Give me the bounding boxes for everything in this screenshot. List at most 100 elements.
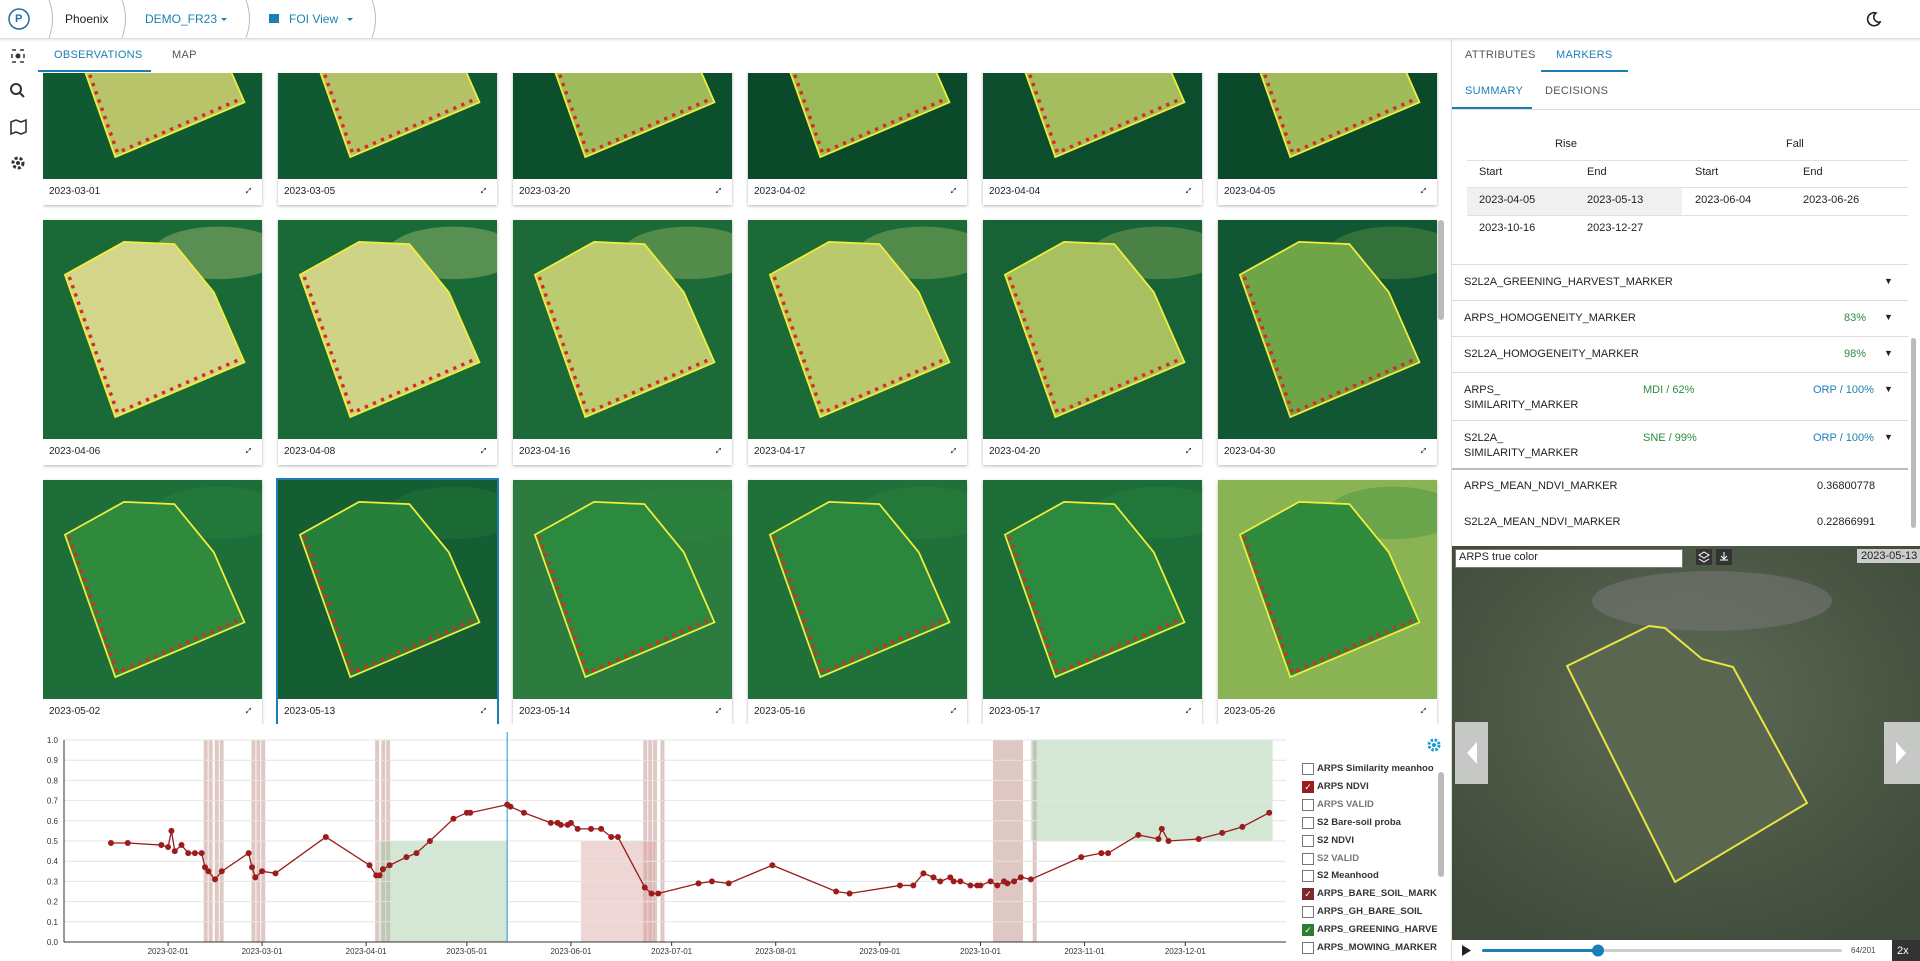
expand-icon[interactable]: ↔ — [1412, 179, 1432, 199]
decisions-tab[interactable]: DECISIONS — [1545, 85, 1609, 97]
expand-icon[interactable]: ↔ — [1177, 699, 1197, 719]
app-tab[interactable]: Phoenix — [65, 12, 109, 26]
group-header: Fall — [1786, 138, 1804, 150]
data-point — [379, 866, 386, 873]
thumbnail-card[interactable]: 2023-04-02 ↔ — [748, 73, 967, 205]
legend-checkbox[interactable] — [1302, 798, 1314, 811]
expand-icon[interactable]: ↔ — [942, 439, 962, 459]
expand-icon[interactable]: ↔ — [707, 699, 727, 719]
expand-icon[interactable]: ↔ — [707, 439, 727, 459]
expand-icon[interactable]: ↔ — [942, 699, 962, 719]
panel-scrollbar[interactable] — [1911, 338, 1916, 528]
data-point — [641, 884, 648, 891]
legend-label[interactable]: ARPS_MOWING_MARKER — [1317, 942, 1437, 953]
thumbnail-card[interactable]: 2023-05-13 ↔ — [276, 478, 499, 724]
thumbnail-card[interactable]: 2023-04-20 ↔ — [983, 220, 1202, 465]
expand-icon[interactable]: ↔ — [472, 179, 492, 199]
expand-icon[interactable]: ↔ — [942, 179, 962, 199]
expand-arrow[interactable]: ▼ — [1884, 348, 1893, 358]
data-point — [947, 874, 954, 881]
row-line — [1467, 215, 1908, 216]
thumbnail-card[interactable]: 2023-03-01 ↔ — [43, 73, 262, 205]
data-point — [245, 850, 252, 857]
thumbnail-card[interactable]: 2023-04-17 ↔ — [748, 220, 967, 465]
thumbnail-card[interactable]: 2023-04-06 ↔ — [43, 220, 262, 465]
expand-icon[interactable]: ↔ — [1412, 439, 1432, 459]
view-select[interactable]: FOI View — [289, 12, 339, 26]
expand-icon[interactable]: ↔ — [237, 439, 257, 459]
legend-checkbox[interactable] — [1302, 816, 1314, 829]
y-tick-label: 0.6 — [47, 817, 59, 826]
legend-checkbox[interactable]: ✓ — [1302, 780, 1314, 793]
legend-label[interactable]: ARPS VALID — [1317, 798, 1374, 810]
legend-checkbox[interactable] — [1302, 870, 1314, 883]
legend-scrollbar[interactable] — [1438, 772, 1444, 877]
marker-name: ARPS_HOMOGENEITY_MARKER — [1464, 312, 1636, 324]
chart-settings[interactable] — [1426, 737, 1442, 753]
data-point — [165, 844, 172, 851]
expand-icon[interactable]: ↔ — [472, 439, 492, 459]
legend-checkbox[interactable]: ✓ — [1302, 924, 1314, 937]
sidebar-icons[interactable] — [0, 38, 36, 238]
thumbnail-card[interactable]: 2023-03-20 ↔ — [513, 73, 732, 205]
thumbnail-card[interactable]: 2023-04-05 ↔ — [1218, 73, 1437, 205]
map-tab[interactable]: MAP — [172, 49, 197, 61]
legend-label[interactable]: ARPS NDVI — [1317, 780, 1369, 792]
expand-icon[interactable]: ↔ — [1412, 699, 1432, 719]
layer-select[interactable]: ARPS true color — [1455, 549, 1683, 568]
legend-label[interactable]: S2 NDVI — [1317, 834, 1354, 846]
legend-label[interactable]: ARPS_GH_BARE_SOIL — [1317, 906, 1423, 918]
frame-counter: 64/201 — [1851, 946, 1876, 955]
expand-icon[interactable]: ↔ — [237, 179, 257, 199]
thumbnail-card[interactable]: 2023-03-05 ↔ — [278, 73, 497, 205]
legend-label[interactable]: ARPS_GREENING_HARVE — [1317, 924, 1437, 936]
legend-checkbox[interactable]: ✓ — [1302, 888, 1314, 901]
expand-icon[interactable]: ↔ — [472, 699, 492, 719]
thumbnail-card[interactable]: 2023-04-04 ↔ — [983, 73, 1202, 205]
data-point — [212, 876, 219, 883]
field-area — [534, 501, 715, 678]
data-point — [218, 868, 225, 875]
field-outline — [63, 241, 246, 419]
legend-label[interactable]: ARPS_BARE_SOIL_MARK — [1317, 888, 1437, 900]
markers-tab[interactable]: MARKERS — [1556, 49, 1613, 61]
thumbnail-image — [983, 480, 1202, 699]
thumbnail-card[interactable]: 2023-05-17 ↔ — [983, 480, 1202, 724]
legend-label[interactable]: S2 Meanhood — [1317, 870, 1379, 882]
legend-checkbox[interactable] — [1302, 906, 1314, 919]
legend-label[interactable]: S2 VALID — [1317, 852, 1360, 864]
thumbnail-card[interactable]: 2023-05-26 ↔ — [1218, 480, 1437, 724]
project-select[interactable]: DEMO_FR23 — [145, 12, 218, 26]
thumbnail-image — [278, 480, 497, 699]
speed-button[interactable]: 2x — [1897, 945, 1909, 957]
grid-scrollbar[interactable] — [1438, 220, 1444, 320]
thumbnail-card[interactable]: 2023-04-30 ↔ — [1218, 220, 1437, 465]
logo[interactable]: P — [15, 13, 23, 25]
thumbnail-card[interactable]: 2023-04-16 ↔ — [513, 220, 732, 465]
expand-icon[interactable]: ↔ — [707, 179, 727, 199]
summary-tab[interactable]: SUMMARY — [1465, 85, 1524, 97]
expand-arrow[interactable]: ▼ — [1884, 312, 1893, 322]
expand-arrow[interactable]: ▼ — [1884, 384, 1893, 394]
legend-checkbox[interactable] — [1302, 852, 1314, 865]
attributes-tab[interactable]: ATTRIBUTES — [1465, 49, 1536, 61]
expand-icon[interactable]: ↔ — [1177, 439, 1197, 459]
thumbnail-date: 2023-04-04 — [989, 186, 1041, 197]
thumbnail-card[interactable]: 2023-04-08 ↔ — [278, 220, 497, 465]
legend-checkbox[interactable] — [1302, 942, 1314, 954]
theme-toggle[interactable] — [1866, 11, 1882, 27]
legend-label[interactable]: ARPS Similarity meanhoo — [1317, 763, 1434, 774]
observations-tab[interactable]: OBSERVATIONS — [54, 49, 143, 61]
thumbnail-card[interactable]: 2023-05-16 ↔ — [748, 480, 967, 724]
expand-arrow[interactable]: ▼ — [1884, 432, 1893, 442]
expand-icon[interactable]: ↔ — [237, 699, 257, 719]
thumbnail-card[interactable]: 2023-05-14 ↔ — [513, 480, 732, 724]
legend-checkbox[interactable] — [1302, 763, 1314, 775]
expand-arrow[interactable]: ▼ — [1884, 276, 1893, 286]
data-point — [648, 890, 655, 897]
legend-checkbox[interactable] — [1302, 834, 1314, 847]
thumbnail-card[interactable]: 2023-05-02 ↔ — [43, 480, 262, 724]
legend-label[interactable]: S2 Bare-soil proba — [1317, 816, 1401, 828]
y-tick-label: 0.8 — [47, 776, 59, 785]
expand-icon[interactable]: ↔ — [1177, 179, 1197, 199]
